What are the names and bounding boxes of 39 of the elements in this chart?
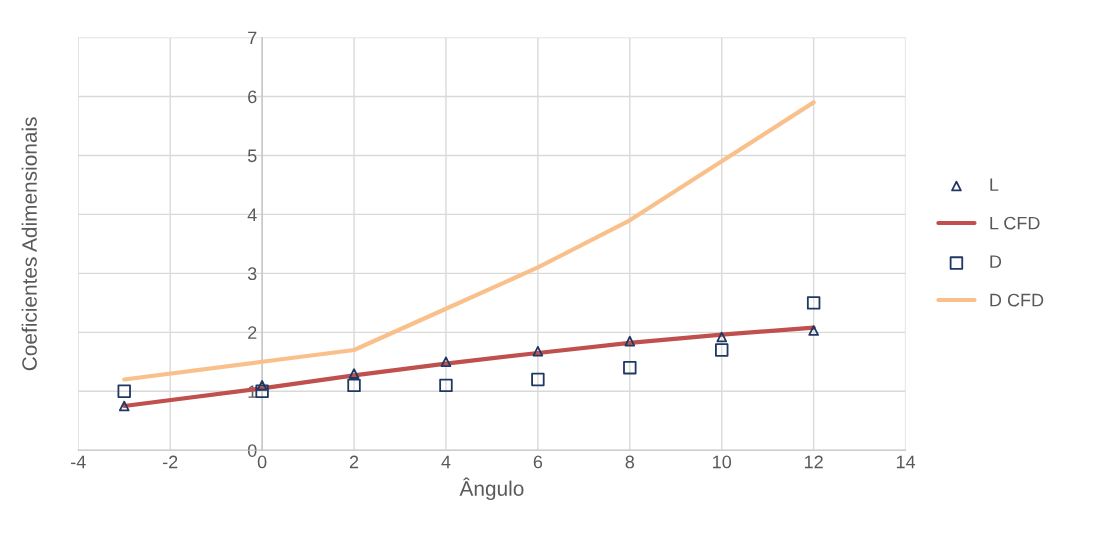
x-tick-label: 8 bbox=[625, 455, 635, 469]
point bbox=[440, 356, 452, 368]
legend-label: D CFD bbox=[990, 293, 1044, 307]
x-tick-label: 10 bbox=[713, 455, 732, 469]
point bbox=[808, 325, 819, 336]
point bbox=[255, 384, 269, 398]
y-tick-label: 2 bbox=[248, 326, 257, 339]
y-tick-label: 3 bbox=[247, 267, 257, 281]
y-axis-title: Coeficientes Adimensionais bbox=[21, 117, 37, 371]
point bbox=[117, 384, 131, 398]
legend-label: L bbox=[990, 178, 999, 191]
x-tick-label: 14 bbox=[896, 455, 916, 469]
point bbox=[439, 378, 453, 393]
point bbox=[716, 331, 728, 343]
x-tick-label: 6 bbox=[533, 455, 543, 469]
y-tick-label: 0 bbox=[247, 444, 257, 457]
point bbox=[715, 343, 729, 357]
legend-label: L CFD bbox=[990, 216, 1040, 230]
y-tick-label: 5 bbox=[247, 149, 257, 163]
point bbox=[348, 368, 360, 379]
point bbox=[118, 400, 130, 412]
y-tick-label: 7 bbox=[248, 31, 257, 45]
x-tick-label: -4 bbox=[71, 455, 86, 469]
x-tick-label: 12 bbox=[804, 455, 823, 469]
point bbox=[531, 372, 545, 387]
point bbox=[624, 335, 636, 347]
x-tick-label: 4 bbox=[441, 455, 451, 469]
point bbox=[623, 360, 637, 375]
point bbox=[532, 345, 544, 357]
point bbox=[256, 380, 268, 391]
point bbox=[347, 378, 361, 393]
y-tick-label: 6 bbox=[248, 90, 257, 104]
point bbox=[806, 296, 821, 310]
y-tick-label: 4 bbox=[247, 208, 257, 221]
legend-label: D bbox=[990, 255, 1002, 268]
x-tick-label: -2 bbox=[162, 455, 178, 469]
x-tick-label: 2 bbox=[349, 455, 359, 469]
x-tick-label: 0 bbox=[257, 455, 267, 469]
x-axis-title: Ângulo bbox=[459, 477, 524, 501]
